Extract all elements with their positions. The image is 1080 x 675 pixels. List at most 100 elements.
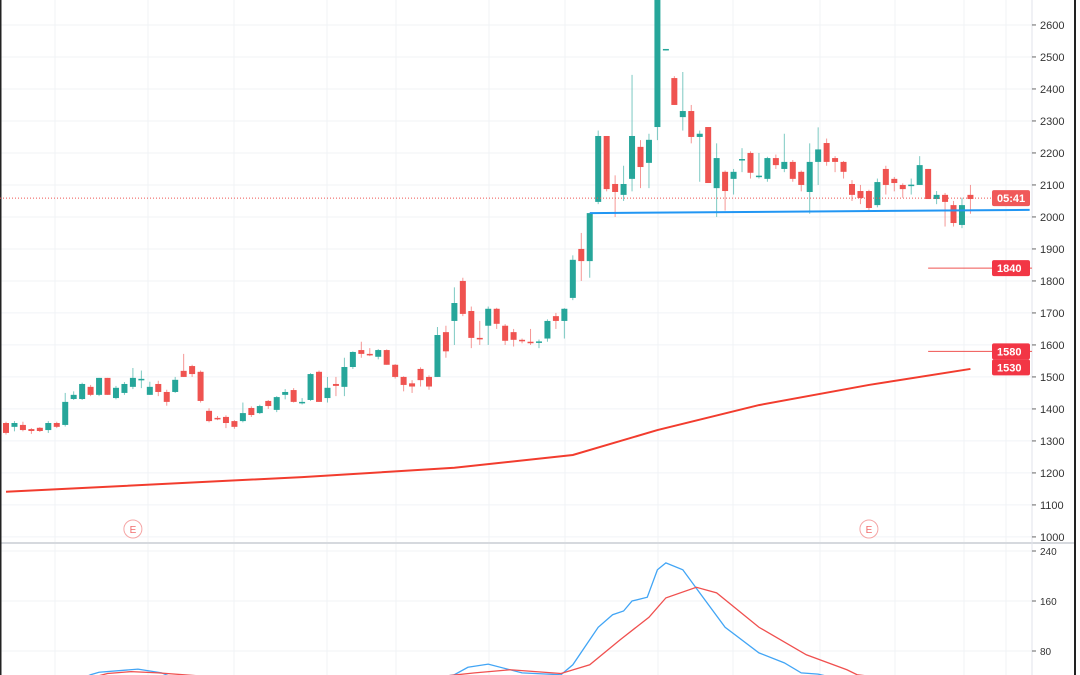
support-trendline bbox=[589, 208, 1030, 215]
candle-body bbox=[510, 332, 517, 340]
candle-body bbox=[476, 337, 483, 340]
price-tag-label: 1530 bbox=[997, 362, 1021, 374]
price-tag bbox=[992, 190, 1030, 207]
candle-body bbox=[442, 332, 449, 352]
candle-body bbox=[155, 383, 162, 392]
candle-body bbox=[324, 387, 331, 399]
candle-body bbox=[713, 158, 720, 189]
price-axis[interactable]: 1000 1100 1200 1300 1400 1500 1600 1700 1800 1900… bbox=[1032, 20, 1064, 658]
candle-body bbox=[79, 383, 86, 400]
candle-body bbox=[569, 259, 576, 298]
candle-body bbox=[933, 194, 940, 200]
candle-body bbox=[612, 183, 619, 192]
candle-body bbox=[409, 383, 416, 387]
candle-body bbox=[383, 350, 390, 365]
indicator-line-0 bbox=[88, 562, 825, 675]
candle-body bbox=[679, 111, 686, 118]
candle-body bbox=[662, 48, 669, 51]
candle-body bbox=[798, 171, 805, 185]
candle-body bbox=[908, 184, 915, 187]
candle-body bbox=[739, 159, 746, 161]
candle-body bbox=[316, 371, 323, 402]
price-tag bbox=[992, 359, 1030, 376]
candle-body bbox=[502, 325, 509, 341]
candle-body bbox=[197, 371, 204, 401]
price-tags: 05:41 1840 1580 1530 bbox=[992, 190, 1030, 376]
candle-body bbox=[755, 175, 762, 178]
candle-body bbox=[129, 377, 136, 387]
candle-body bbox=[87, 386, 94, 395]
candle-body bbox=[3, 423, 9, 433]
candle-body bbox=[273, 397, 280, 410]
earnings-marker-icon bbox=[123, 519, 143, 539]
candle-body bbox=[493, 308, 500, 324]
candle-body bbox=[146, 386, 153, 395]
candle-body bbox=[104, 377, 111, 395]
candle-body bbox=[840, 161, 847, 172]
price-tick-label: 2400 bbox=[1040, 84, 1064, 96]
candle-body bbox=[586, 213, 593, 262]
earnings-marker-label: E bbox=[866, 525, 873, 536]
candles-layer bbox=[3, 0, 974, 435]
candle-body bbox=[705, 127, 712, 184]
candle-body bbox=[629, 135, 636, 179]
price-tick-label: 1100 bbox=[1040, 500, 1064, 512]
candle-body bbox=[519, 339, 526, 342]
price-tick-label: 2100 bbox=[1040, 180, 1064, 192]
candle-body bbox=[874, 182, 881, 206]
candle-body bbox=[392, 364, 399, 377]
candle-body bbox=[485, 308, 492, 326]
candle-body bbox=[231, 421, 238, 427]
candle-body bbox=[189, 366, 196, 375]
candle-body bbox=[849, 183, 855, 195]
candle-body bbox=[815, 149, 822, 162]
candle-body bbox=[578, 248, 585, 262]
candle-body bbox=[163, 391, 170, 402]
candle-body bbox=[654, 0, 661, 128]
candle-body bbox=[426, 376, 432, 387]
candle-body bbox=[645, 139, 652, 163]
candle-body bbox=[696, 133, 703, 137]
candle-body bbox=[434, 335, 441, 377]
price-tick-label: 1400 bbox=[1040, 404, 1064, 416]
candle-body bbox=[121, 383, 128, 393]
candle-body bbox=[764, 158, 771, 179]
moving-average-layer bbox=[5, 367, 971, 493]
price-tick-label: 1200 bbox=[1040, 468, 1064, 480]
candle-body bbox=[138, 378, 145, 381]
indicator-pane bbox=[88, 562, 865, 675]
candle-body bbox=[882, 168, 889, 185]
candle-body bbox=[806, 161, 813, 192]
candle-body bbox=[358, 350, 365, 354]
candle-body bbox=[595, 135, 602, 202]
price-tick-label: 2200 bbox=[1040, 148, 1064, 160]
candle-body bbox=[341, 367, 348, 387]
candle-body bbox=[671, 78, 678, 105]
price-tick-label: 2500 bbox=[1040, 52, 1064, 64]
candle-body bbox=[70, 394, 77, 400]
candle-body bbox=[366, 353, 373, 356]
candle-body bbox=[36, 427, 43, 432]
price-tick-label: 1000 bbox=[1040, 532, 1064, 544]
moving-average-line bbox=[5, 367, 971, 493]
candle-body bbox=[290, 390, 297, 402]
candle-body bbox=[967, 194, 974, 200]
candle-body bbox=[206, 410, 213, 422]
candle-body bbox=[832, 158, 839, 162]
candle-body bbox=[62, 401, 69, 425]
indicator-tick-label: 160 bbox=[1040, 597, 1057, 608]
candle-body bbox=[172, 379, 179, 392]
candle-body bbox=[772, 158, 779, 166]
candle-body bbox=[282, 391, 289, 395]
indicator-tick-label: 240 bbox=[1040, 547, 1057, 558]
candle-body bbox=[349, 351, 356, 368]
candle-body bbox=[544, 320, 551, 339]
candle-body bbox=[375, 350, 382, 357]
candle-body bbox=[19, 424, 26, 431]
price-tag-label: 1580 bbox=[997, 346, 1021, 358]
candle-body bbox=[637, 146, 644, 168]
price-tag bbox=[992, 343, 1030, 360]
price-tick-label: 1600 bbox=[1040, 340, 1064, 352]
candle-body bbox=[747, 152, 754, 173]
